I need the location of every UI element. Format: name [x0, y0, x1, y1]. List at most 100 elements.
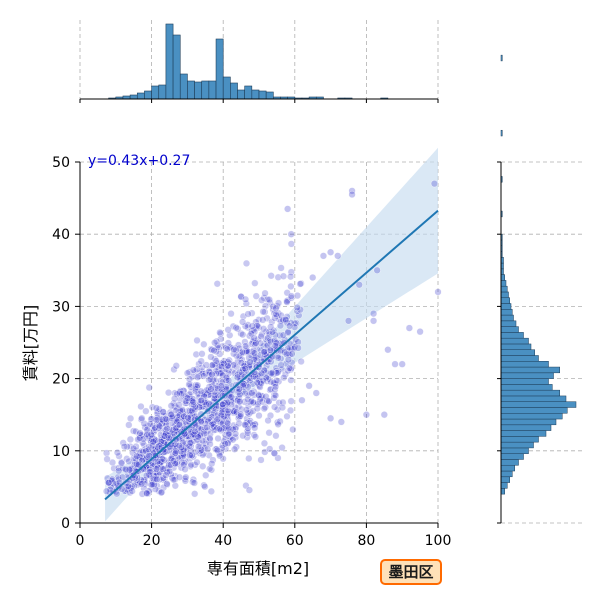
top-hist-bar: [230, 82, 238, 100]
scatter-point: [274, 273, 282, 281]
scatter-point: [172, 362, 180, 370]
scatter-point: [128, 487, 136, 495]
scatter-point: [231, 430, 240, 438]
scatter-point: [197, 397, 205, 405]
scatter-point: [210, 346, 218, 355]
scatter-point: [295, 311, 303, 319]
scatter-point: [261, 289, 269, 297]
scatter-point: [257, 456, 265, 464]
scatter-point: [184, 414, 192, 422]
scatter-point: [243, 347, 251, 355]
scatter-point: [284, 328, 292, 336]
scatter-point: [187, 383, 195, 391]
scatter-point: [287, 282, 295, 291]
scatter-point: [291, 319, 299, 327]
right-hist-bar: [500, 476, 510, 483]
right-hist-bar: [500, 372, 554, 379]
scatter-point: [272, 338, 280, 346]
scatter-point: [434, 288, 442, 296]
scatter-point: [167, 402, 175, 410]
scatter-point: [250, 387, 258, 396]
scatter-point: [141, 423, 149, 432]
y-tick-label: 20: [52, 372, 70, 388]
scatter-point: [224, 406, 232, 414]
scatter-point: [242, 259, 251, 267]
scatter-point: [284, 205, 292, 213]
scatter-point: [267, 385, 275, 393]
y-tick-label: 10: [52, 444, 70, 460]
scatter-point: [282, 315, 290, 324]
scatter-point: [197, 357, 205, 365]
scatter-point: [123, 486, 131, 494]
scatter-point: [171, 460, 179, 468]
scatter-point: [215, 450, 223, 458]
scatter-point: [293, 303, 301, 312]
top-hist-bar: [179, 73, 188, 100]
scatter-point: [245, 388, 253, 397]
scatter-point: [235, 413, 244, 421]
scatter-point: [158, 458, 166, 466]
right-hist-bar: [500, 285, 508, 293]
scatter-point: [136, 429, 144, 437]
right-hist-bar: [500, 389, 560, 397]
scatter-point: [257, 369, 266, 377]
scatter-point: [292, 335, 300, 343]
top-hist-bar: [144, 90, 152, 100]
scatter-point: [239, 312, 247, 320]
scatter-point: [286, 322, 294, 330]
scatter-point: [384, 346, 392, 354]
right-hist-bar: [500, 343, 532, 350]
scatter-point: [143, 489, 151, 497]
scatter-point: [201, 398, 209, 406]
scatter-point: [146, 420, 154, 428]
scatter-point: [211, 339, 219, 347]
scatter-point: [283, 350, 291, 358]
scatter-point: [129, 427, 138, 435]
scatter-point: [260, 294, 268, 302]
scatter-point: [296, 306, 304, 314]
right-hist-bar: [500, 378, 549, 385]
scatter-point: [162, 471, 170, 479]
scatter-point: [247, 330, 255, 338]
scatter-point: [222, 376, 230, 385]
scatter-point: [271, 380, 280, 388]
scatter-point: [294, 344, 302, 352]
scatter-point: [200, 340, 208, 348]
scatter-point: [312, 389, 320, 397]
scatter-point: [133, 460, 141, 468]
scatter-point: [369, 317, 378, 325]
scatter-point: [265, 397, 273, 405]
scatter-point: [285, 364, 294, 372]
scatter-point: [224, 362, 232, 370]
scatter-point: [251, 424, 259, 432]
top-hist-bar: [222, 76, 231, 100]
scatter-point: [239, 382, 247, 390]
scatter-point: [202, 361, 210, 369]
scatter-point: [193, 336, 201, 345]
scatter-point: [121, 465, 130, 473]
scatter-point: [283, 412, 291, 420]
scatter-point: [251, 340, 259, 349]
scatter-point: [199, 451, 207, 459]
scatter-point: [287, 268, 295, 276]
y-axis-title: 賃料[万円]: [21, 305, 40, 382]
scatter-point: [274, 420, 282, 428]
scatter-point: [236, 412, 245, 420]
scatter-point: [158, 488, 166, 496]
scatter-point: [175, 421, 183, 429]
scatter-point: [241, 342, 250, 350]
top-hist-bar: [151, 85, 160, 100]
scatter-point: [200, 481, 208, 489]
scatter-point: [137, 476, 145, 484]
scatter-point: [183, 369, 192, 377]
scatter-point: [193, 373, 202, 381]
scatter-point: [264, 416, 272, 425]
scatter-point: [255, 411, 263, 420]
scatter-point: [194, 442, 203, 451]
right-hist-bar: [500, 395, 567, 402]
main-scatter-plot: 0 20 40 60 80 100 0 10 20 30 40 50: [52, 147, 451, 549]
scatter-point: [214, 341, 222, 350]
scatter-point: [391, 360, 399, 368]
ward-badge: 墨田区: [380, 559, 442, 585]
top-hist-bar: [165, 23, 174, 100]
